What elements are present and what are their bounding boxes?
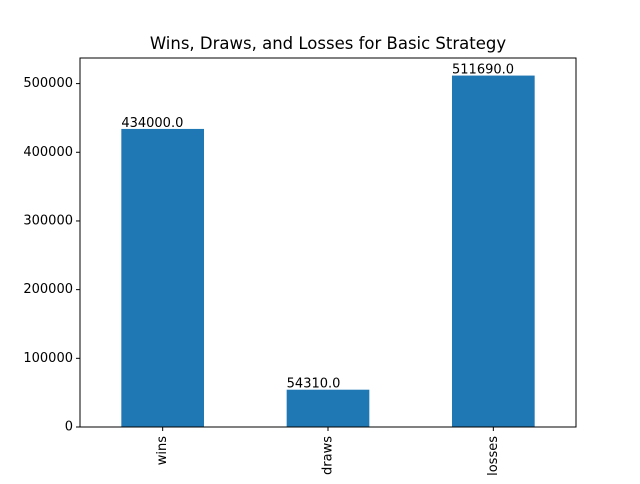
y-tick-label-400000: 400000 <box>23 145 73 160</box>
data-labels-layer: 434000.0 54310.0 511690.0 <box>121 63 514 392</box>
x-tick-label-wins: wins <box>155 436 170 465</box>
y-tick-label-0: 0 <box>65 420 73 435</box>
x-axis: wins draws losses <box>155 427 501 476</box>
x-tick-label-draws: draws <box>321 436 336 475</box>
bar-losses <box>452 75 535 428</box>
bars-layer <box>121 75 535 428</box>
chart-title: Wins, Draws, and Losses for Basic Strate… <box>150 34 507 53</box>
data-label-wins: 434000.0 <box>121 116 183 131</box>
plot-frame <box>79 57 577 428</box>
data-label-losses: 511690.0 <box>452 63 514 78</box>
bar-wins <box>121 128 204 428</box>
y-tick-label-300000: 300000 <box>23 213 73 228</box>
y-axis: 0 100000 200000 300000 400000 500000 <box>23 76 80 435</box>
bar-draws <box>286 389 370 427</box>
y-tick-label-500000: 500000 <box>23 76 73 91</box>
data-label-draws: 54310.0 <box>287 377 341 392</box>
y-tick-label-100000: 100000 <box>23 351 73 366</box>
x-tick-label-losses: losses <box>486 436 501 476</box>
y-tick-label-200000: 200000 <box>23 282 73 297</box>
